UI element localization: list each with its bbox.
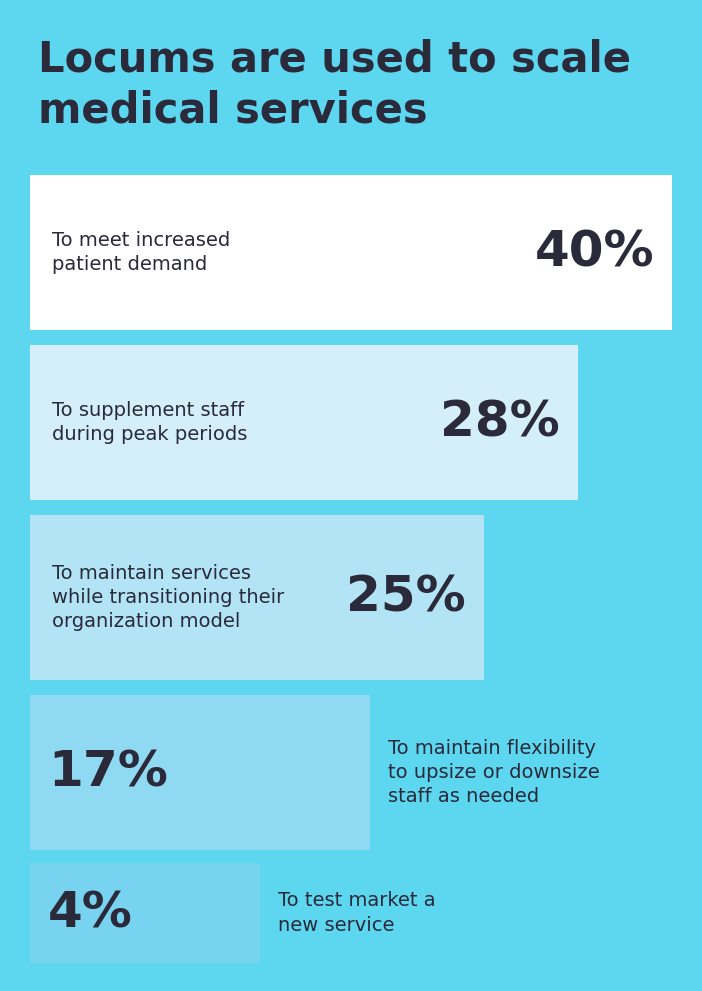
Text: 40%: 40% [534, 229, 654, 276]
Text: 25%: 25% [346, 574, 466, 621]
Text: Locums are used to scale
medical services: Locums are used to scale medical service… [38, 38, 631, 132]
Bar [30, 863, 260, 963]
Text: To maintain services
while transitioning their
organization model: To maintain services while transitioning… [52, 564, 284, 631]
Bar [30, 345, 578, 500]
Text: To maintain flexibility
to upsize or downsize
staff as needed: To maintain flexibility to upsize or dow… [388, 738, 600, 807]
Text: 28%: 28% [440, 398, 560, 447]
Text: To meet increased
patient demand: To meet increased patient demand [52, 231, 230, 275]
Text: 4%: 4% [48, 889, 133, 937]
Bar [30, 175, 672, 330]
Text: To test market a
new service: To test market a new service [278, 891, 436, 935]
Text: 17%: 17% [48, 748, 168, 797]
Bar [30, 515, 484, 680]
Bar [30, 695, 370, 850]
Text: To supplement staff
during peak periods: To supplement staff during peak periods [52, 401, 247, 444]
